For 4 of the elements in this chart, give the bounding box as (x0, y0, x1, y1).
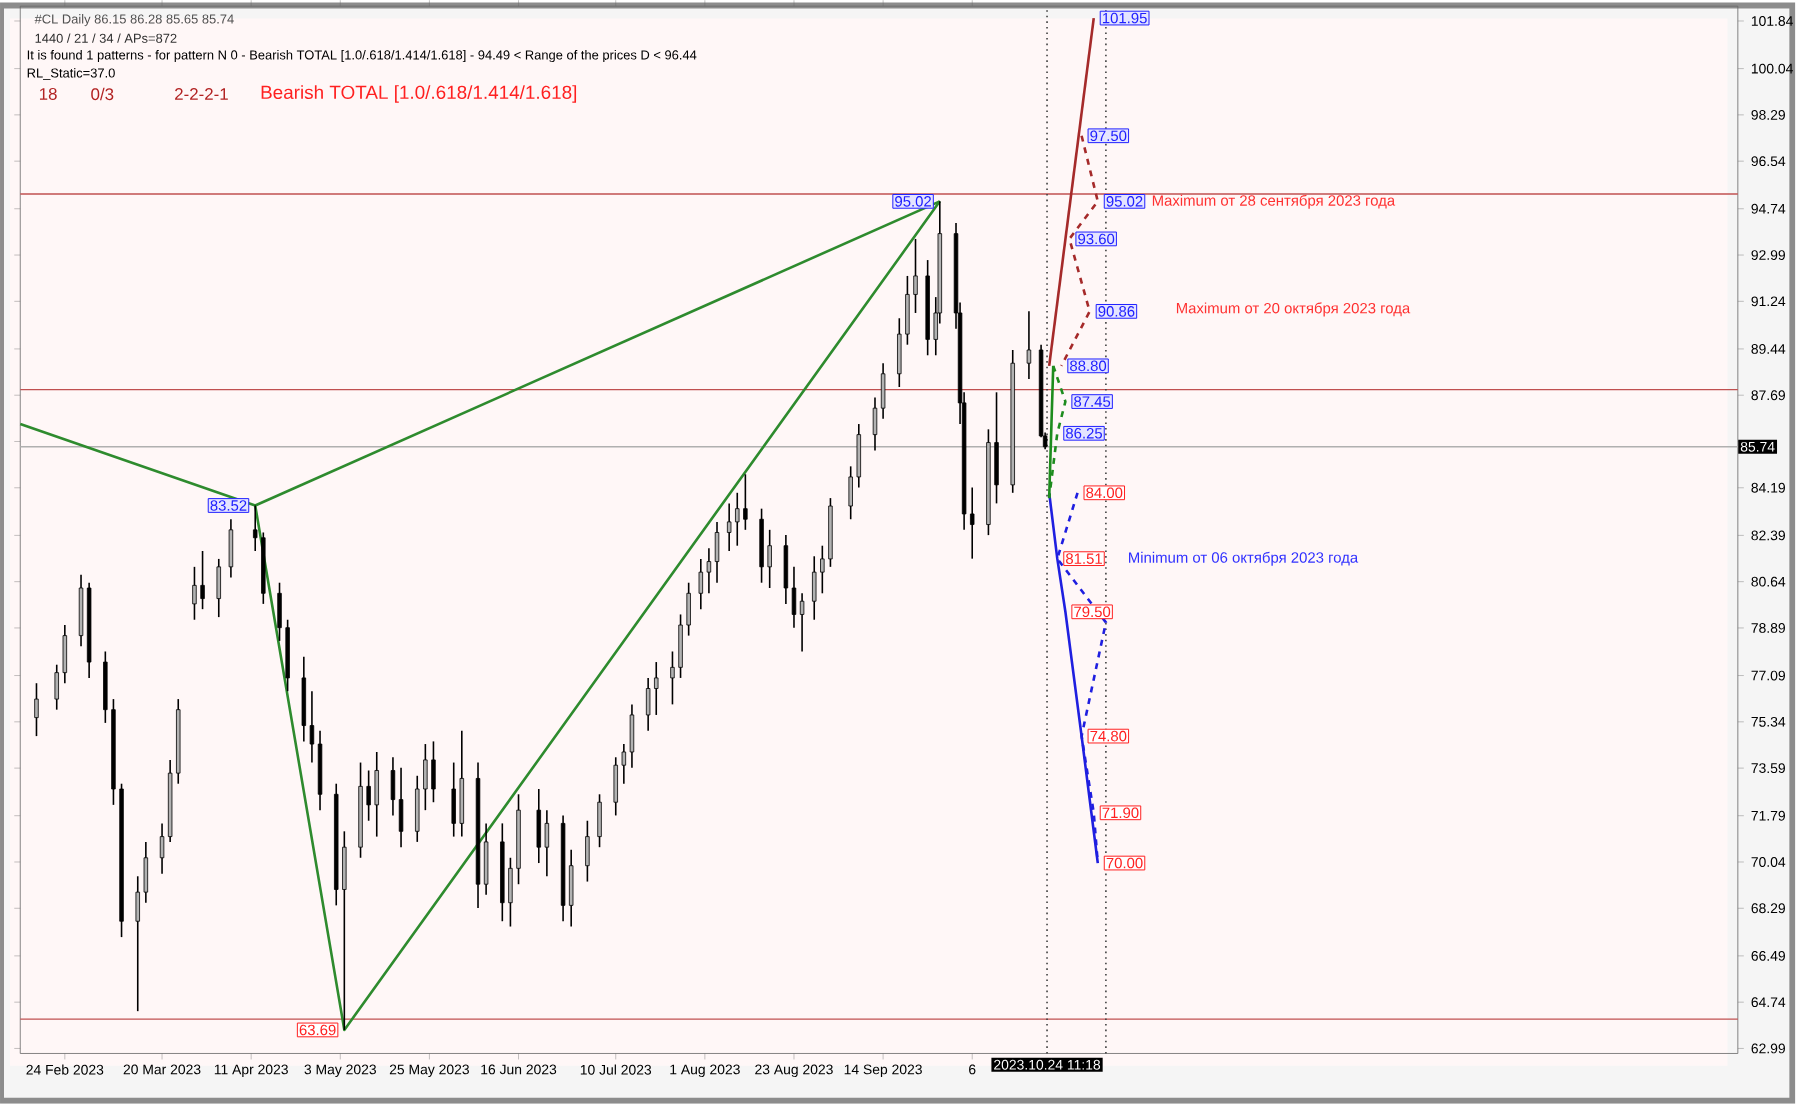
annotation: 18 (39, 88, 57, 101)
annotation: 2-2-2-1 (175, 88, 228, 100)
annotation: Bearish TOTAL [1.0/.618/1.414/1.618] (261, 85, 577, 103)
annotation: 0/3 (91, 87, 114, 101)
